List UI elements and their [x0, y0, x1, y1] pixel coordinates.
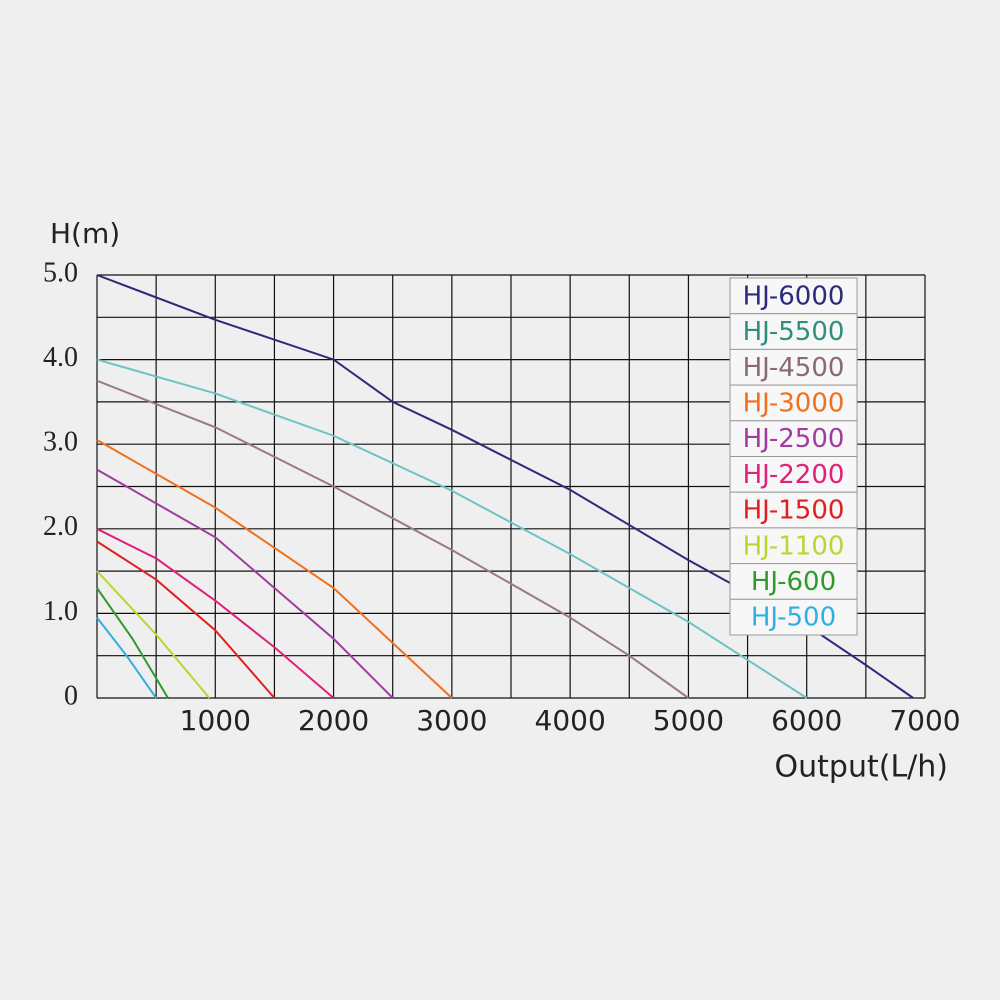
legend-entry: HJ-2200	[743, 460, 845, 490]
legend-entry: HJ-2500	[743, 424, 845, 454]
y-tick-label: 2.0	[43, 511, 78, 542]
curve	[96, 570, 211, 699]
legend-entry: HJ-600	[751, 567, 836, 597]
y-tick-label: 4.0	[43, 342, 78, 373]
x-tick-label: 5000	[653, 704, 724, 737]
curve	[96, 439, 453, 699]
y-tick-label: 1.0	[43, 596, 78, 627]
x-tick-label: 4000	[535, 704, 606, 737]
x-tick-label: 1000	[180, 704, 251, 737]
legend-entry: HJ-500	[751, 603, 836, 633]
legend-box	[729, 420, 858, 457]
y-tick-label: 0	[64, 680, 78, 711]
curve	[96, 587, 169, 699]
x-axis-label: Output(L/h)	[775, 750, 948, 785]
legend-box	[729, 313, 858, 350]
curve	[96, 379, 690, 699]
x-tick-label: 2000	[298, 704, 369, 737]
legend-box	[729, 563, 858, 600]
curve	[96, 274, 914, 699]
legend-entry: HJ-3000	[743, 388, 845, 418]
y-tick-label: 5.0	[43, 257, 78, 288]
legend-box	[729, 527, 858, 565]
legend-entry: HJ-4500	[743, 353, 845, 383]
curve	[96, 617, 157, 699]
x-tick-label: 7000	[889, 704, 960, 737]
legend-entry: HJ-1100	[743, 531, 845, 561]
curve	[96, 527, 335, 699]
x-tick-label: 6000	[771, 704, 842, 737]
legend-box	[729, 491, 858, 529]
legend-entry: HJ-5500	[743, 317, 845, 347]
legend-entry: HJ-6000	[743, 281, 845, 311]
y-tick-label: 3.0	[43, 427, 78, 458]
curve	[96, 358, 808, 699]
curve	[96, 540, 276, 699]
x-tick-label: 3000	[416, 704, 487, 737]
legend-box	[729, 348, 858, 386]
legend-box	[729, 277, 858, 315]
legend-entry: HJ-1500	[743, 496, 845, 526]
legend-box	[729, 598, 858, 636]
y-axis-label: H(m)	[50, 217, 120, 250]
curve	[96, 468, 394, 699]
